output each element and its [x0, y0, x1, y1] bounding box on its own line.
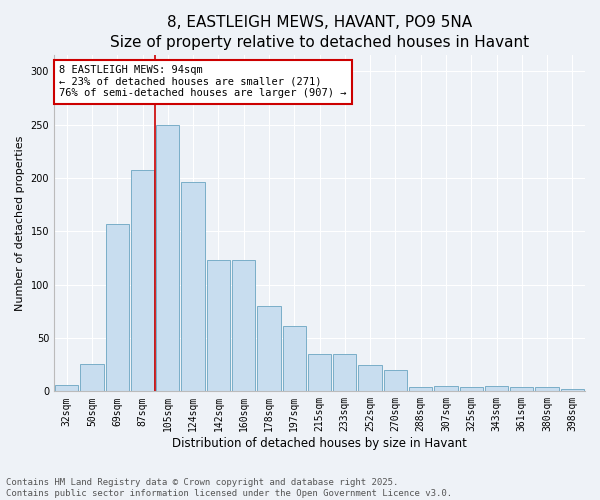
Bar [232, 260, 256, 392]
Bar [181, 182, 205, 392]
Bar [460, 387, 483, 392]
Bar [510, 387, 533, 392]
Bar [257, 306, 281, 392]
Bar [434, 386, 458, 392]
Title: 8, EASTLEIGH MEWS, HAVANT, PO9 5NA
Size of property relative to detached houses : 8, EASTLEIGH MEWS, HAVANT, PO9 5NA Size … [110, 15, 529, 50]
Bar [283, 326, 306, 392]
Text: Contains HM Land Registry data © Crown copyright and database right 2025.
Contai: Contains HM Land Registry data © Crown c… [6, 478, 452, 498]
X-axis label: Distribution of detached houses by size in Havant: Distribution of detached houses by size … [172, 437, 467, 450]
Bar [384, 370, 407, 392]
Bar [308, 354, 331, 392]
Bar [535, 387, 559, 392]
Bar [156, 124, 179, 392]
Bar [409, 387, 432, 392]
Y-axis label: Number of detached properties: Number of detached properties [15, 136, 25, 311]
Bar [106, 224, 129, 392]
Bar [80, 364, 104, 392]
Bar [561, 389, 584, 392]
Bar [485, 386, 508, 392]
Text: 8 EASTLEIGH MEWS: 94sqm
← 23% of detached houses are smaller (271)
76% of semi-d: 8 EASTLEIGH MEWS: 94sqm ← 23% of detache… [59, 65, 347, 98]
Bar [333, 354, 356, 392]
Bar [358, 364, 382, 392]
Bar [55, 385, 79, 392]
Bar [207, 260, 230, 392]
Bar [131, 170, 154, 392]
